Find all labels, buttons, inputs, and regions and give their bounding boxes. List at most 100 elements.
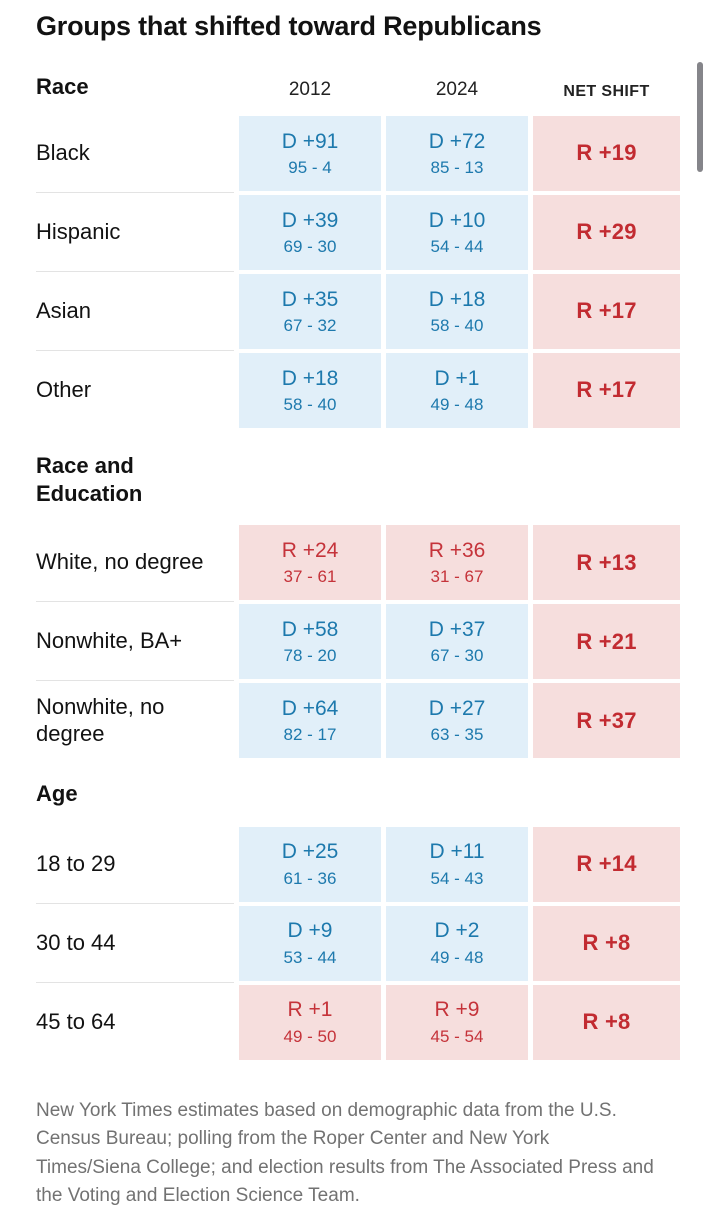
cell-2012: D +39 69 - 30 xyxy=(239,194,381,270)
table-row-18-to-29: 18 to 29 D +25 61 - 36 D +11 54 - 43 R +… xyxy=(36,826,680,902)
table-row-30-to-44: 30 to 44 D +9 53 - 44 D +2 49 - 48 R +8 xyxy=(36,902,680,981)
margin-value: R +24 xyxy=(281,538,339,562)
cell-net-shift: R +13 xyxy=(533,525,680,601)
row-label: Nonwhite, BA+ xyxy=(36,628,183,654)
net-shift-value: R +19 xyxy=(576,140,637,166)
table-row-nonwhite-ba: Nonwhite, BA+ D +58 78 - 20 D +37 67 - 3… xyxy=(36,601,680,680)
cell-2012: D +18 58 - 40 xyxy=(239,352,381,428)
table-row-45-to-64: 45 to 64 R +1 49 - 50 R +9 45 - 54 R +8 xyxy=(36,981,680,1060)
vote-share: 49 - 48 xyxy=(430,394,484,414)
row-label: 18 to 29 xyxy=(36,850,116,876)
cell-net-shift: R +8 xyxy=(533,905,680,981)
net-shift-value: R +13 xyxy=(576,549,637,575)
table-row-other: Other D +18 58 - 40 D +1 49 - 48 R +17 xyxy=(36,349,680,428)
vote-share: 58 - 40 xyxy=(283,394,337,414)
section-title-age: Age xyxy=(36,781,78,807)
cell-2024: R +36 31 - 67 xyxy=(386,525,528,601)
vote-share: 61 - 36 xyxy=(283,868,337,888)
row-label: Other xyxy=(36,377,92,403)
margin-value: D +10 xyxy=(428,208,486,232)
cell-2012: D +9 53 - 44 xyxy=(239,905,381,981)
cell-2012: D +35 67 - 32 xyxy=(239,273,381,349)
margin-value: D +27 xyxy=(428,696,486,720)
vertical-scrollbar-thumb[interactable] xyxy=(697,62,703,172)
cell-2012: D +64 82 - 17 xyxy=(239,683,381,759)
margin-value: D +35 xyxy=(281,287,339,311)
row-label: White, no degree xyxy=(36,549,204,575)
cell-2024: D +37 67 - 30 xyxy=(386,604,528,680)
net-shift-value: R +8 xyxy=(582,930,631,956)
margin-value: D +11 xyxy=(429,840,485,864)
margin-value: D +18 xyxy=(428,287,486,311)
row-label: Asian xyxy=(36,298,92,324)
cell-2024: D +18 58 - 40 xyxy=(386,273,528,349)
margin-value: D +91 xyxy=(281,129,339,153)
cell-2012: R +24 37 - 61 xyxy=(239,525,381,601)
margin-value: D +58 xyxy=(281,617,339,641)
column-header-net-shift: NET SHIFT xyxy=(563,82,650,100)
row-label: Hispanic xyxy=(36,219,121,245)
source-note: New York Times estimates based on demogr… xyxy=(36,1099,654,1207)
margin-value: R +1 xyxy=(287,998,333,1022)
vote-share: 53 - 44 xyxy=(283,947,337,967)
table-row-asian: Asian D +35 67 - 32 D +18 58 - 40 R +17 xyxy=(36,270,680,349)
net-shift-value: R +21 xyxy=(576,628,637,654)
net-shift-value: R +17 xyxy=(576,298,637,324)
table-row-black: Black D +91 95 - 4 D +72 85 - 13 R +19 xyxy=(36,115,680,191)
cell-net-shift: R +8 xyxy=(533,984,680,1060)
margin-value: R +9 xyxy=(434,998,480,1022)
column-header-2024: 2024 xyxy=(435,78,479,100)
vote-share: 37 - 61 xyxy=(283,567,337,587)
cell-2024: D +1 49 - 48 xyxy=(386,352,528,428)
margin-value: D +39 xyxy=(281,208,339,232)
cell-net-shift: R +19 xyxy=(533,115,680,191)
vote-share: 67 - 32 xyxy=(283,315,337,335)
net-shift-value: R +14 xyxy=(576,851,637,877)
margin-value: D +25 xyxy=(281,840,339,864)
cell-2012: D +25 61 - 36 xyxy=(239,826,381,902)
cell-net-shift: R +14 xyxy=(533,826,680,902)
vote-share: 58 - 40 xyxy=(430,315,484,335)
cell-net-shift: R +17 xyxy=(533,273,680,349)
row-label: Black xyxy=(36,140,90,166)
cell-2024: D +10 54 - 44 xyxy=(386,194,528,270)
vote-share: 45 - 54 xyxy=(430,1026,484,1046)
cell-2012: D +91 95 - 4 xyxy=(239,115,381,191)
vote-share: 69 - 30 xyxy=(283,236,337,256)
row-label: Nonwhite, no degree xyxy=(36,694,165,746)
cell-2012: D +58 78 - 20 xyxy=(239,604,381,680)
margin-value: D +37 xyxy=(428,617,486,641)
cell-2024: R +9 45 - 54 xyxy=(386,984,528,1060)
margin-value: D +9 xyxy=(287,919,333,943)
cell-2012: R +1 49 - 50 xyxy=(239,984,381,1060)
column-header-2012: 2012 xyxy=(288,78,332,100)
vote-share: 95 - 4 xyxy=(288,157,332,177)
net-shift-value: R +37 xyxy=(576,707,637,733)
vote-share: 78 - 20 xyxy=(283,646,337,666)
vote-share: 67 - 30 xyxy=(430,646,484,666)
cell-net-shift: R +21 xyxy=(533,604,680,680)
section-title-race: Race xyxy=(36,74,89,100)
table-row-nonwhite-no-degree: Nonwhite, no degree D +64 82 - 17 D +27 … xyxy=(36,680,680,759)
section-title-race-and-education: Race and Education xyxy=(36,452,143,507)
margin-value: D +2 xyxy=(434,919,480,943)
net-shift-value: R +29 xyxy=(576,219,637,245)
vote-share: 63 - 35 xyxy=(430,725,484,745)
vote-share: 54 - 43 xyxy=(430,868,484,888)
cell-2024: D +27 63 - 35 xyxy=(386,683,528,759)
table-header-row: Race 2012 2024 NET SHIFT xyxy=(36,73,680,101)
row-label: 30 to 44 xyxy=(36,929,116,955)
row-label: 45 to 64 xyxy=(36,1008,116,1034)
vote-share: 54 - 44 xyxy=(430,236,484,256)
vote-share: 49 - 50 xyxy=(283,1026,337,1046)
margin-value: R +36 xyxy=(428,538,486,562)
margin-value: D +18 xyxy=(281,366,339,390)
vote-share: 49 - 48 xyxy=(430,947,484,967)
cell-net-shift: R +37 xyxy=(533,683,680,759)
cell-2024: D +72 85 - 13 xyxy=(386,115,528,191)
cell-net-shift: R +17 xyxy=(533,352,680,428)
margin-value: D +1 xyxy=(434,366,480,390)
net-shift-value: R +8 xyxy=(582,1009,631,1035)
cell-2024: D +2 49 - 48 xyxy=(386,905,528,981)
